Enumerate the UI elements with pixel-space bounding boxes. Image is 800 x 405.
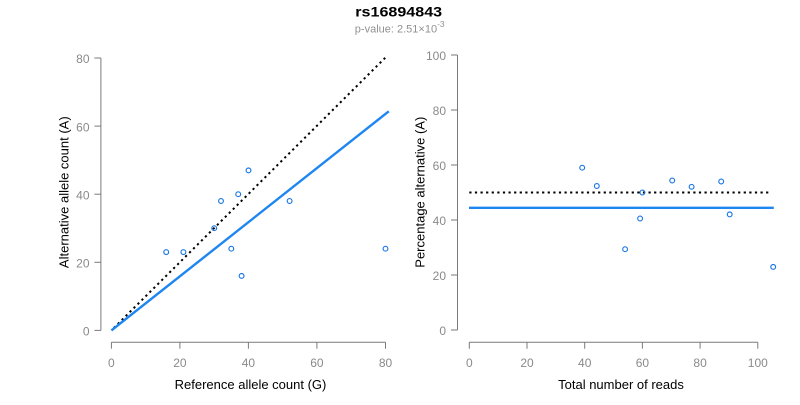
svg-text:Reference allele count (G): Reference allele count (G) <box>175 377 327 392</box>
svg-text:40: 40 <box>578 356 592 370</box>
svg-text:Percentage alternative (A): Percentage alternative (A) <box>413 117 428 268</box>
svg-text:80: 80 <box>433 104 447 118</box>
svg-text:0: 0 <box>466 356 473 370</box>
svg-text:80: 80 <box>76 52 90 66</box>
svg-text:20: 20 <box>76 257 90 271</box>
svg-text:0: 0 <box>439 324 446 338</box>
svg-text:20: 20 <box>173 356 187 370</box>
svg-text:40: 40 <box>76 188 90 202</box>
svg-text:rs16894843: rs16894843 <box>355 4 442 20</box>
svg-text:0: 0 <box>83 325 90 339</box>
svg-text:p-value: 2.51×10-3: p-value: 2.51×10-3 <box>355 19 445 35</box>
svg-text:Alternative allele count (A): Alternative allele count (A) <box>56 116 71 268</box>
svg-text:60: 60 <box>636 356 650 370</box>
svg-text:20: 20 <box>520 356 534 370</box>
svg-text:100: 100 <box>748 356 768 370</box>
svg-text:40: 40 <box>242 356 256 370</box>
svg-text:60: 60 <box>433 159 447 173</box>
svg-text:60: 60 <box>310 356 324 370</box>
svg-text:0: 0 <box>108 356 115 370</box>
svg-text:80: 80 <box>693 356 707 370</box>
svg-text:20: 20 <box>433 269 447 283</box>
svg-text:Total number of reads: Total number of reads <box>558 377 684 392</box>
svg-text:80: 80 <box>379 356 393 370</box>
svg-text:60: 60 <box>76 120 90 134</box>
svg-text:100: 100 <box>426 49 446 63</box>
svg-text:40: 40 <box>433 214 447 228</box>
